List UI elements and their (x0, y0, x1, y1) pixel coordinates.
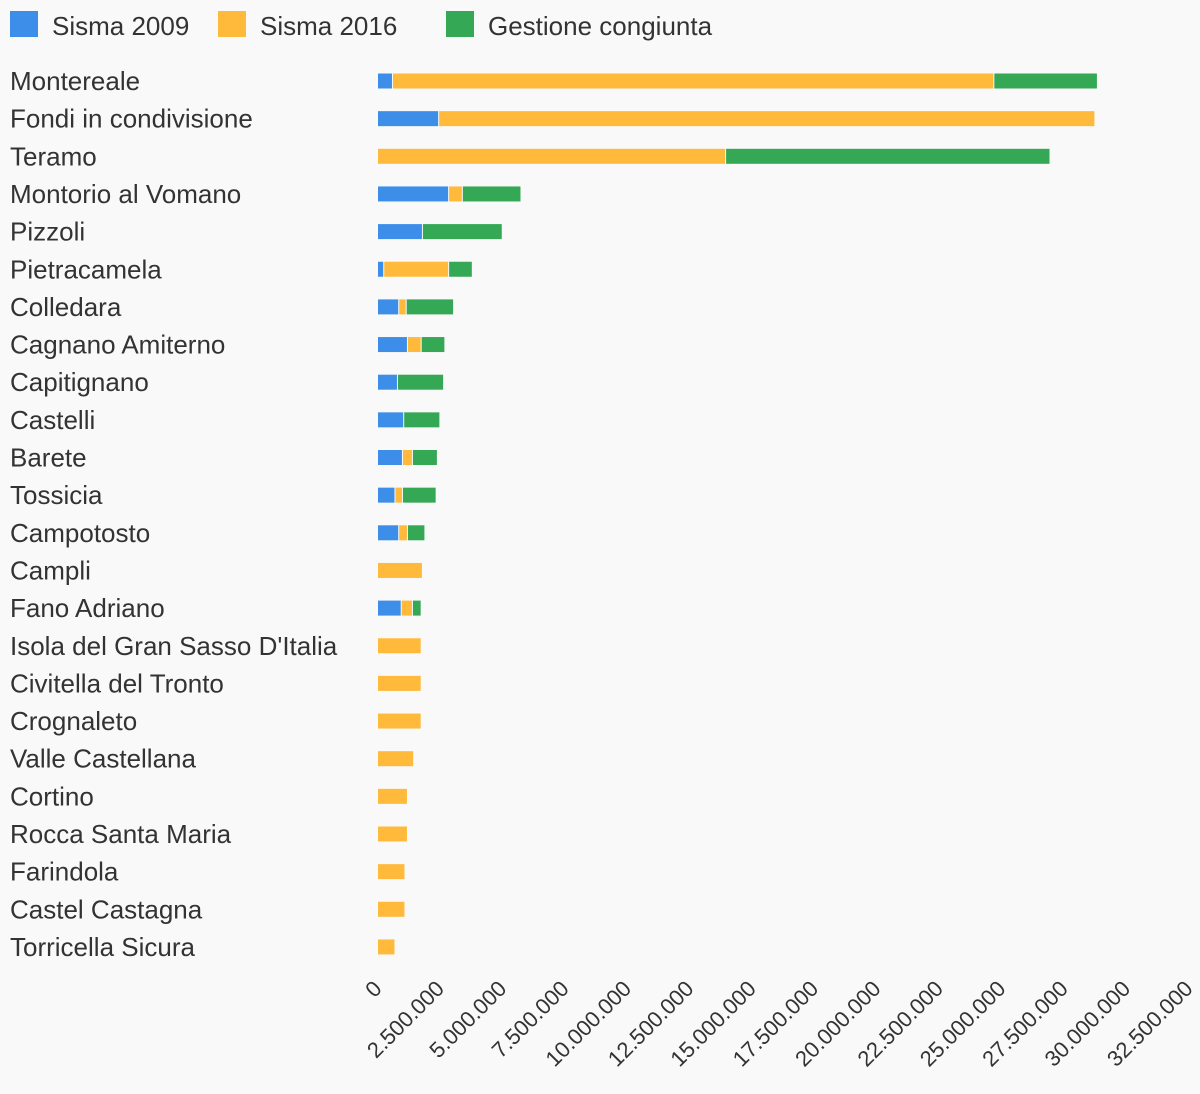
category-label: Pietracamela (10, 254, 162, 284)
category-label: Rocca Santa Maria (10, 819, 232, 849)
category-labels: Montereale Fondi in condivisione Teramo Mon… (10, 66, 338, 962)
bar-sisma-2009 (378, 600, 401, 616)
bar-gestione-congiunta (449, 261, 472, 277)
category-label: Torricella Sicura (10, 932, 195, 962)
bar-sisma-2016 (384, 261, 449, 277)
category-label: Tossicia (10, 480, 103, 510)
bar-sisma-2016 (395, 487, 402, 503)
bar-sisma-2016 (402, 450, 412, 465)
bar-gestione-congiunta (397, 374, 444, 390)
category-label: Colledara (10, 292, 122, 322)
bar-sisma-2009 (378, 374, 397, 390)
bar-sisma-2016 (399, 299, 406, 315)
bar-sisma-2016 (439, 111, 1095, 127)
category-label: Crognaleto (10, 706, 137, 736)
category-label: Valle Castellana (10, 744, 197, 774)
bar-gestione-congiunta (994, 73, 1097, 89)
legend-swatch-sisma-2016 (218, 11, 246, 37)
bar-sisma-2009 (378, 224, 422, 240)
category-label: Fondi in condivisione (10, 104, 253, 134)
bar-sisma-2009 (378, 337, 407, 353)
bar-gestione-congiunta (462, 186, 521, 202)
bar-sisma-2016 (378, 901, 405, 917)
category-label: Barete (10, 443, 87, 473)
category-label: Castel Castagna (10, 894, 203, 924)
legend-label-sisma-2009: Sisma 2009 (52, 11, 189, 41)
bar-sisma-2009 (378, 261, 384, 277)
category-label: Montorio al Vomano (10, 179, 241, 209)
x-tick-label: 0 (360, 976, 386, 1002)
bar-sisma-2016 (378, 864, 405, 880)
category-label: Teramo (10, 141, 97, 171)
category-label: Pizzoli (10, 217, 85, 247)
category-label: Farindola (10, 857, 119, 887)
category-label: Cagnano Amiterno (10, 330, 225, 360)
legend-swatch-sisma-2009 (10, 11, 38, 37)
bar-sisma-2016 (378, 826, 407, 842)
bar-sisma-2009 (378, 299, 399, 315)
bar-gestione-congiunta (412, 450, 437, 465)
category-label: Civitella del Tronto (10, 668, 224, 698)
legend-label-gestione-congiunta: Gestione congiunta (488, 11, 713, 41)
bar-gestione-congiunta (422, 224, 502, 240)
category-label: Campli (10, 555, 91, 585)
bar-sisma-2016 (378, 713, 421, 729)
bar-sisma-2016 (407, 337, 421, 353)
category-label: Fano Adriano (10, 593, 165, 623)
category-label: Campotosto (10, 518, 150, 548)
category-label: Capitignano (10, 367, 149, 397)
bar-sisma-2016 (401, 600, 412, 616)
bar-sisma-2016 (392, 73, 994, 89)
bar-sisma-2016 (378, 562, 422, 578)
bars (378, 73, 1097, 955)
x-axis-ticks: 02.500.0005.000.0007.500.00010.000.00012… (360, 976, 1197, 1072)
bar-sisma-2009 (378, 412, 404, 428)
bar-gestione-congiunta (412, 600, 421, 616)
bar-gestione-congiunta (402, 487, 436, 503)
bar-sisma-2009 (378, 186, 449, 202)
bar-sisma-2009 (378, 487, 395, 503)
bar-sisma-2009 (378, 73, 392, 89)
bar-gestione-congiunta (421, 337, 445, 353)
bar-sisma-2016 (378, 148, 726, 164)
bar-sisma-2009 (378, 111, 439, 127)
bar-sisma-2016 (378, 638, 421, 654)
legend: Sisma 2009 Sisma 2016 Gestione congiunta (10, 11, 713, 41)
legend-swatch-gestione-congiunta (446, 11, 474, 37)
bar-sisma-2016 (378, 939, 395, 955)
category-label: Castelli (10, 405, 95, 435)
bar-sisma-2016 (449, 186, 462, 202)
bar-sisma-2016 (399, 525, 407, 541)
category-label: Cortino (10, 781, 94, 811)
bar-sisma-2009 (378, 525, 399, 541)
bar-sisma-2009 (378, 450, 402, 465)
bar-sisma-2016 (378, 675, 421, 691)
category-label: Montereale (10, 66, 140, 96)
bar-sisma-2016 (378, 751, 414, 767)
legend-label-sisma-2016: Sisma 2016 (260, 11, 397, 41)
bar-gestione-congiunta (406, 299, 454, 315)
bar-gestione-congiunta (404, 412, 440, 428)
bar-gestione-congiunta (407, 525, 425, 541)
bar-gestione-congiunta (726, 148, 1050, 164)
bar-sisma-2016 (378, 788, 407, 804)
category-label: Isola del Gran Sasso D'Italia (10, 631, 338, 661)
